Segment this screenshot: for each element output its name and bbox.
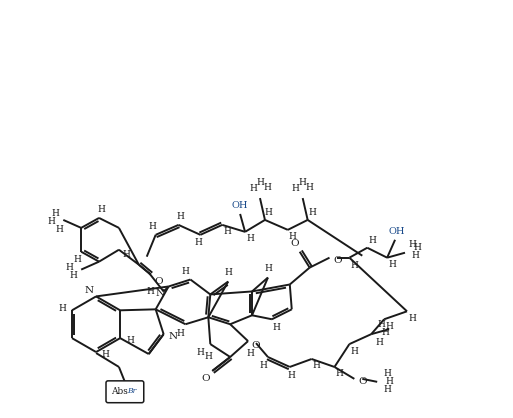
- Text: O: O: [154, 277, 163, 286]
- Text: H: H: [411, 251, 419, 260]
- Text: OH: OH: [389, 227, 405, 236]
- Text: H: H: [47, 217, 55, 227]
- Text: O: O: [290, 239, 299, 248]
- Text: H: H: [246, 234, 254, 243]
- Text: H: H: [336, 370, 343, 378]
- Text: N: N: [155, 289, 164, 298]
- Text: H: H: [381, 328, 389, 336]
- Text: H: H: [147, 287, 154, 296]
- Text: H: H: [388, 260, 396, 269]
- Text: H: H: [309, 209, 317, 217]
- Text: H: H: [73, 255, 81, 264]
- Text: OH: OH: [232, 201, 248, 209]
- Text: H: H: [204, 352, 212, 360]
- Text: H: H: [383, 370, 391, 378]
- Text: O: O: [252, 341, 260, 349]
- Text: H: H: [408, 314, 416, 323]
- Text: H: H: [377, 320, 385, 329]
- Text: H: H: [289, 232, 297, 241]
- Text: N: N: [85, 286, 94, 295]
- Text: H: H: [97, 206, 105, 214]
- Text: H: H: [288, 371, 295, 380]
- Text: H: H: [273, 323, 281, 332]
- Text: H: H: [176, 212, 185, 222]
- Text: Br: Br: [127, 387, 136, 395]
- Text: H: H: [413, 243, 421, 252]
- Text: H: H: [123, 250, 131, 259]
- Text: H: H: [368, 236, 376, 245]
- Text: H: H: [196, 347, 204, 357]
- Text: H: H: [69, 271, 77, 280]
- Text: Abs: Abs: [111, 387, 128, 396]
- Text: H: H: [383, 385, 391, 394]
- Text: H: H: [101, 349, 109, 359]
- Text: O: O: [333, 256, 342, 265]
- Text: H: H: [264, 209, 272, 217]
- Text: H: H: [249, 184, 257, 193]
- Text: H: H: [299, 178, 307, 187]
- Text: H: H: [292, 184, 300, 193]
- Text: H: H: [176, 329, 185, 338]
- Text: H: H: [149, 222, 156, 232]
- Text: H: H: [55, 225, 63, 234]
- Text: H: H: [194, 238, 202, 247]
- Text: H: H: [375, 338, 383, 347]
- Text: H: H: [263, 183, 271, 191]
- Text: H: H: [65, 263, 73, 272]
- Text: H: H: [51, 209, 60, 219]
- Text: O: O: [201, 375, 210, 383]
- Text: H: H: [224, 268, 232, 277]
- Text: H: H: [264, 264, 272, 273]
- Text: O: O: [358, 377, 367, 386]
- Text: N: N: [169, 331, 178, 341]
- Text: H: H: [259, 362, 267, 370]
- FancyBboxPatch shape: [106, 381, 144, 403]
- Text: H: H: [246, 349, 254, 357]
- Text: H: H: [256, 178, 264, 187]
- Text: H: H: [182, 267, 189, 276]
- Text: H: H: [350, 261, 358, 270]
- Text: H: H: [385, 377, 393, 386]
- Text: H: H: [58, 304, 66, 313]
- Text: H: H: [312, 362, 321, 370]
- Text: H: H: [126, 336, 134, 344]
- Text: H: H: [223, 227, 231, 236]
- Text: H: H: [385, 322, 393, 331]
- Text: H: H: [306, 183, 313, 191]
- Text: H: H: [350, 347, 358, 356]
- Text: H: H: [408, 240, 416, 249]
